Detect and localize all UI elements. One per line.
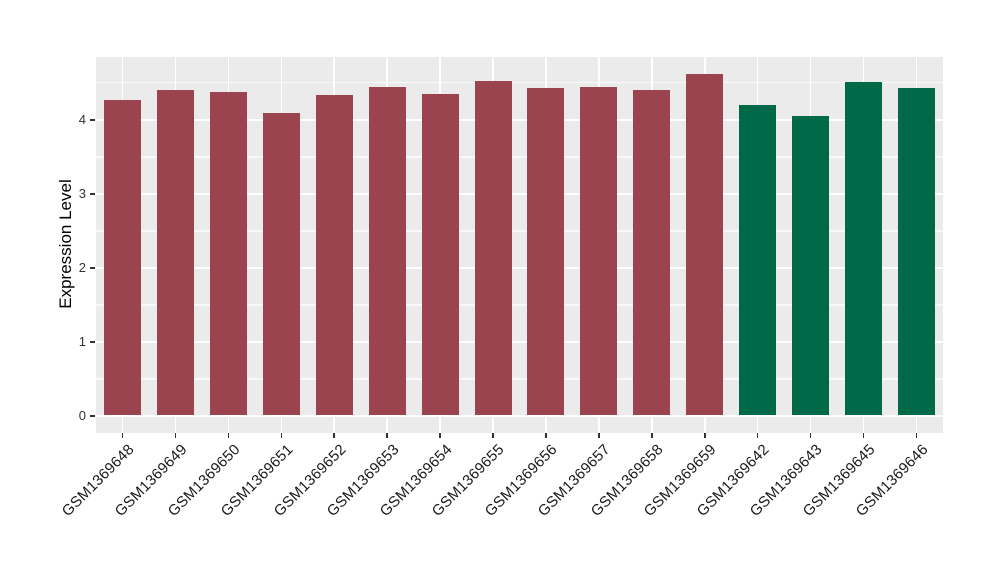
bar-GSM1369646	[898, 88, 936, 415]
bar-GSM1369649	[156, 90, 194, 415]
y-tick-mark	[90, 415, 95, 417]
x-tick-mark	[333, 433, 335, 438]
gridline-zero	[96, 415, 943, 417]
y-tick-label: 2	[78, 259, 86, 275]
bar-GSM1369652	[315, 95, 353, 415]
y-tick-label: 4	[78, 111, 86, 127]
bar-GSM1369650	[209, 91, 247, 415]
x-tick-mark	[386, 433, 388, 438]
x-tick-mark	[756, 433, 759, 438]
bar-GSM1369656	[527, 88, 565, 415]
bar-GSM1369643	[792, 116, 830, 415]
gridline-major-h	[96, 193, 943, 195]
y-axis-title: Expression Level	[56, 179, 75, 309]
bar-GSM1369653	[368, 87, 406, 415]
x-tick-mark	[492, 433, 494, 438]
bar-GSM1369651	[262, 112, 300, 415]
x-tick-mark	[121, 433, 124, 438]
plot-area	[96, 57, 943, 433]
gridline-minor-h	[96, 230, 943, 232]
x-tick-mark	[439, 433, 441, 438]
gridline-major-h	[96, 267, 943, 269]
y-tick-mark	[90, 267, 95, 269]
x-tick-mark	[809, 433, 812, 438]
x-tick-mark	[545, 433, 547, 438]
y-tick-label: 1	[78, 333, 86, 349]
bar-GSM1369655	[474, 80, 512, 415]
bar-GSM1369654	[421, 94, 459, 415]
bar-GSM1369648	[103, 99, 141, 415]
bar-GSM1369645	[845, 82, 883, 415]
bar-GSM1369659	[686, 74, 724, 415]
gridline-minor-h	[96, 304, 943, 306]
y-tick-mark	[90, 193, 95, 195]
bar-GSM1369658	[633, 90, 671, 415]
x-tick-mark	[704, 433, 706, 438]
x-tick-mark	[651, 433, 653, 438]
gridline-minor-h	[96, 82, 943, 84]
x-tick-mark	[862, 433, 865, 438]
x-tick-mark	[598, 433, 600, 438]
gridline-minor-h	[96, 156, 943, 158]
gridline-minor-h	[96, 378, 943, 380]
x-tick-mark	[227, 433, 230, 438]
x-tick-mark	[280, 433, 283, 438]
x-tick-mark	[174, 433, 177, 438]
y-tick-mark	[90, 341, 95, 343]
gridline-major-h	[96, 119, 943, 121]
y-tick-label: 3	[78, 185, 86, 201]
bar-GSM1369642	[739, 105, 777, 415]
y-tick-mark	[90, 119, 95, 121]
x-tick-mark	[915, 433, 918, 438]
bar-GSM1369657	[580, 86, 618, 415]
y-tick-label: 0	[78, 407, 86, 423]
gridline-major-h	[96, 341, 943, 343]
